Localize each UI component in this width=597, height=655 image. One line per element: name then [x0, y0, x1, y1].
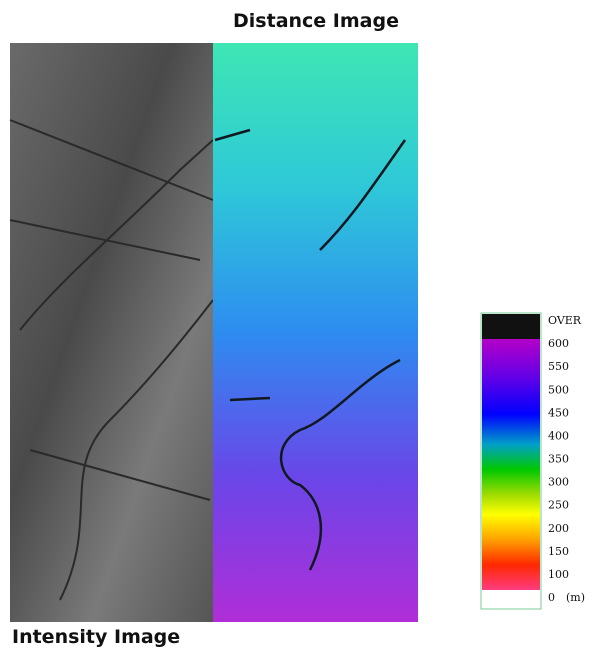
colorbar-label: 550 — [548, 360, 569, 373]
colorbar-label: 300 — [548, 476, 569, 489]
colorbar-label: 600 — [548, 337, 569, 350]
colorbar-label: 450 — [548, 406, 569, 419]
colorbar-label: 350 — [548, 453, 569, 466]
intensity-caption: Intensity Image — [12, 626, 180, 648]
colorbar-label: 100 — [548, 568, 569, 581]
figure: Distance Image Intensity Image (m) OVER 6… — [0, 0, 597, 655]
colorbar-label: 400 — [548, 429, 569, 442]
distance-caption: Distance Image — [233, 10, 399, 32]
intensity-image — [10, 43, 213, 622]
colorbar-label: OVER — [548, 314, 582, 327]
distance-image — [213, 43, 418, 622]
colorbar-label: 0 — [548, 591, 555, 604]
colorbar-unit: (m) — [566, 591, 585, 604]
colorbar — [481, 313, 541, 609]
colorbar-label: 200 — [548, 522, 569, 535]
colorbar-label: 250 — [548, 499, 569, 512]
colorbar-label: 500 — [548, 383, 569, 396]
colorbar-label: 150 — [548, 545, 569, 558]
